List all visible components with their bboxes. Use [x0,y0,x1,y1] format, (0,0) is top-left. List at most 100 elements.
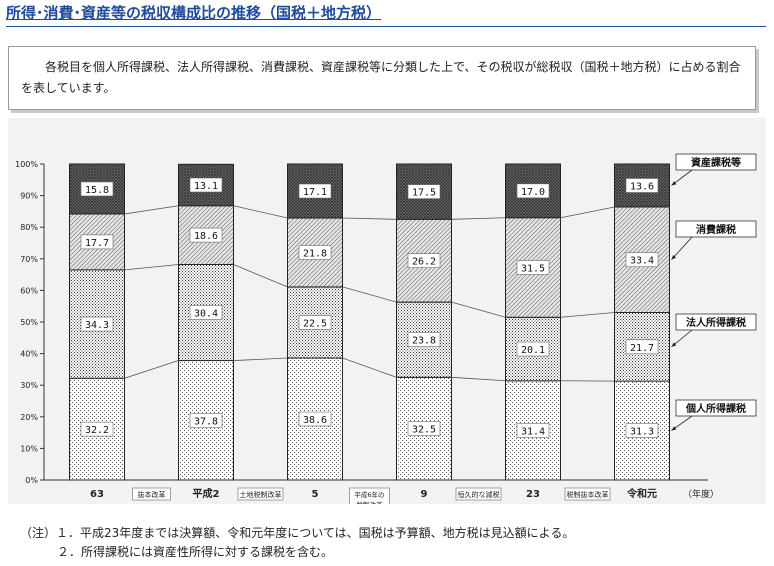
reform-annotation: 土地税制改革 [240,490,282,499]
y-tick-label: 10% [20,444,38,453]
value-label: 32.2 [85,425,109,436]
connector-line [560,206,615,219]
value-label: 32.5 [412,425,436,436]
value-label-box [298,411,332,427]
y-tick-label: 20% [20,413,38,422]
reform-annotation-box [132,487,171,501]
value-label: 17.7 [85,238,109,249]
legend-arrowhead [671,255,677,260]
reform-annotation: 恒久的な減税 [458,490,500,499]
category-label: 63 [90,489,104,500]
value-label-box [625,423,659,438]
connector-line [451,217,506,220]
description-box: 各税目を個人所得課税、法人所得課税、消費課税、資産課税等に分類した上で、その税収… [8,46,756,110]
value-label-box [189,412,223,428]
value-label: 31.3 [630,427,654,438]
connector-line [124,360,179,379]
reform-annotation: 抜本改革 [138,490,166,499]
value-label-box [407,184,441,199]
value-label-box [189,305,223,320]
legend-label: 消費課税 [696,223,736,236]
y-tick-label: 60% [20,286,38,295]
value-label: 34.3 [85,320,109,331]
reform-annotation-box [564,487,611,501]
value-label-box [407,421,441,436]
y-tick-label: 100% [15,160,38,169]
value-label: 37.8 [194,416,218,427]
category-label: 令和元 [626,487,657,500]
value-label: 38.6 [303,415,327,426]
page-title: 所得･消費･資産等の税収構成比の推移（国税＋地方税） [6,4,382,22]
value-label: 23.8 [412,336,436,347]
y-tick-label: 80% [20,223,38,232]
value-label-box [407,332,441,347]
legend-box [675,220,757,238]
value-label: 21.8 [303,248,327,259]
connector-line [560,312,615,318]
value-label: 17.0 [521,187,545,198]
bar-segment [287,163,343,219]
chart-area: 0% 10% 20% 30% 40% 50% 60% 70% 80% 90% 100% 63 平成2 5 9… [8,118,766,504]
value-label-box [80,316,114,332]
legend-label: 法人所得課税 [686,316,746,329]
value-label-box [516,341,550,357]
value-label-box [80,181,114,197]
legend-box [675,153,757,171]
legend-label: 個人所得課税 [685,402,746,415]
value-label-box [625,252,659,268]
value-label-box [407,253,441,268]
value-label-box [298,315,332,330]
description-text: 各税目を個人所得課税、法人所得課税、消費課税、資産課税等に分類した上で、その税収… [21,60,741,95]
legend-leader [671,236,693,261]
footnote-1: （注）１．平成23年度までは決算額、令和元年度については、国税は予算額、地方税は… [20,526,575,540]
value-label-box [80,421,114,437]
value-label: 21.7 [630,343,654,354]
footnote-2: ２．所得課税には資産性所得に対する課税を含む。 [57,545,334,559]
value-label-box [625,339,659,355]
y-tick-label: 40% [20,350,38,359]
connector-line [451,301,506,318]
category-label: 23 [526,489,540,500]
bar-segment [178,360,234,481]
value-label: 13.6 [630,181,654,192]
footnotes: （注）１．平成23年度までは決算額、令和元年度については、国税は予算額、地方税は… [20,524,574,562]
value-label-box [189,177,223,193]
connector-line [342,286,397,303]
value-label: 31.5 [521,263,545,274]
value-label: 33.4 [630,256,654,267]
reform-annotation: 税制改革 [357,500,384,504]
reform-annotation-box [455,487,502,501]
value-label: 22.5 [303,318,327,329]
connector-line [342,357,397,378]
value-label-box [516,183,550,199]
connector-line [451,376,506,382]
y-tick-label: 30% [20,381,38,390]
category-label: 9 [421,489,428,500]
legend-arrowhead [671,181,677,186]
legend-box [675,399,757,417]
legend-arrowhead [671,426,677,431]
reform-annotation-box [349,487,390,504]
value-label-box [516,423,550,438]
value-label: 18.6 [194,231,218,242]
y-tick-label: 50% [20,318,38,327]
connector-line [233,264,288,288]
value-label-box [189,227,223,243]
value-label-box [80,234,114,250]
legend-box [675,313,757,331]
value-label: 26.2 [412,257,436,268]
category-label: 平成2 [193,487,220,500]
reform-annotation: 平成6年の [354,490,384,499]
connector-line [124,205,179,215]
legend-label: 資産課税等 [691,156,741,169]
value-label: 31.4 [521,426,545,437]
reform-annotation: 税制抜本改革 [567,490,609,499]
reform-annotation-box [237,487,284,501]
connector-line [233,205,288,219]
legend-arrowhead [671,342,677,347]
y-tick-label: 0% [25,476,38,485]
value-label: 20.1 [521,345,545,356]
category-label: 5 [312,489,319,500]
value-label: 13.1 [194,181,218,192]
value-label: 17.1 [303,187,327,198]
